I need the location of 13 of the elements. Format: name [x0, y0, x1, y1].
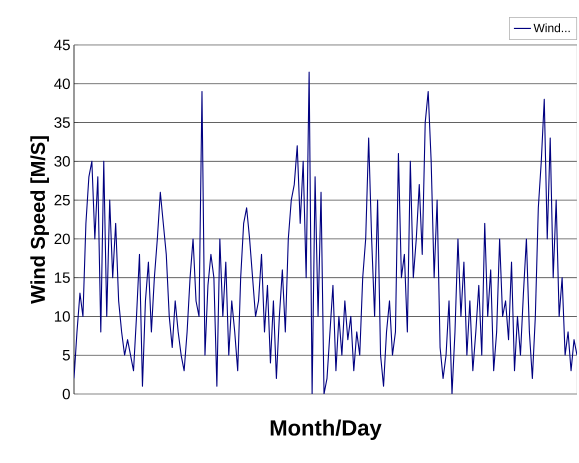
- y-tick-label: 35: [54, 117, 70, 128]
- y-tick-label: 15: [54, 272, 70, 283]
- y-tick-label: 45: [54, 40, 70, 50]
- x-axis-title: Month/Day: [270, 420, 382, 440]
- y-tick-label: 30: [54, 156, 70, 167]
- y-axis-title: Wind Speed [M/S]: [30, 136, 49, 304]
- legend-label: Wind...: [534, 23, 570, 32]
- y-tick-label: 10: [54, 311, 70, 322]
- y-tick-label: 20: [54, 234, 70, 244]
- y-tick-label: 25: [54, 194, 70, 206]
- y-tick-label: 40: [54, 78, 70, 90]
- y-tick-label: 0: [62, 388, 70, 400]
- y-tick-label: 5: [62, 350, 70, 360]
